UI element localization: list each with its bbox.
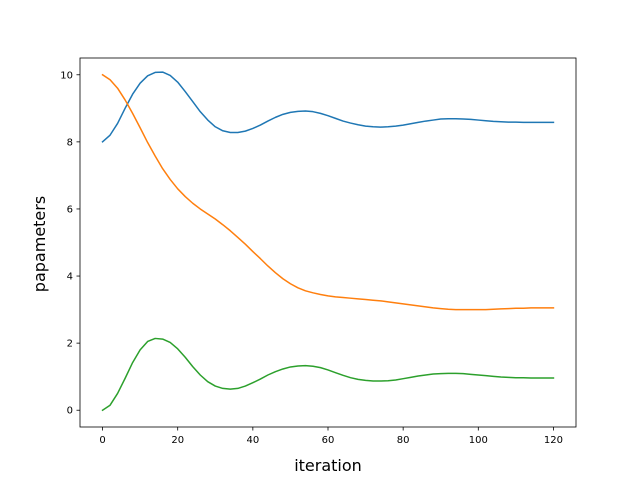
y-tick-label: 6 xyxy=(67,204,73,215)
y-tick-label: 8 xyxy=(67,137,73,148)
x-axis-title: iteration xyxy=(294,456,362,475)
series-line-2 xyxy=(101,73,555,311)
series-layer xyxy=(101,71,555,412)
series-line-3 xyxy=(101,337,555,412)
y-tick-label: 4 xyxy=(67,272,73,283)
x-tick-label: 100 xyxy=(469,435,488,446)
y-axis-title: papameters xyxy=(30,196,49,292)
x-tick-label: 0 xyxy=(99,435,105,446)
x-tick-label: 40 xyxy=(246,435,259,446)
x-tick-label: 20 xyxy=(171,435,184,446)
x-tick-label: 80 xyxy=(397,435,410,446)
y-tick-label: 2 xyxy=(67,339,73,350)
series-line-1 xyxy=(101,71,555,143)
axes-layer: 0 20 40 60 80 100 120 0 2 4 6 8 10 xyxy=(60,57,577,446)
y-tick-label: 10 xyxy=(60,70,73,81)
x-tick-label: 60 xyxy=(322,435,335,446)
y-tick-label: 0 xyxy=(67,406,73,417)
x-tick-label: 120 xyxy=(544,435,563,446)
